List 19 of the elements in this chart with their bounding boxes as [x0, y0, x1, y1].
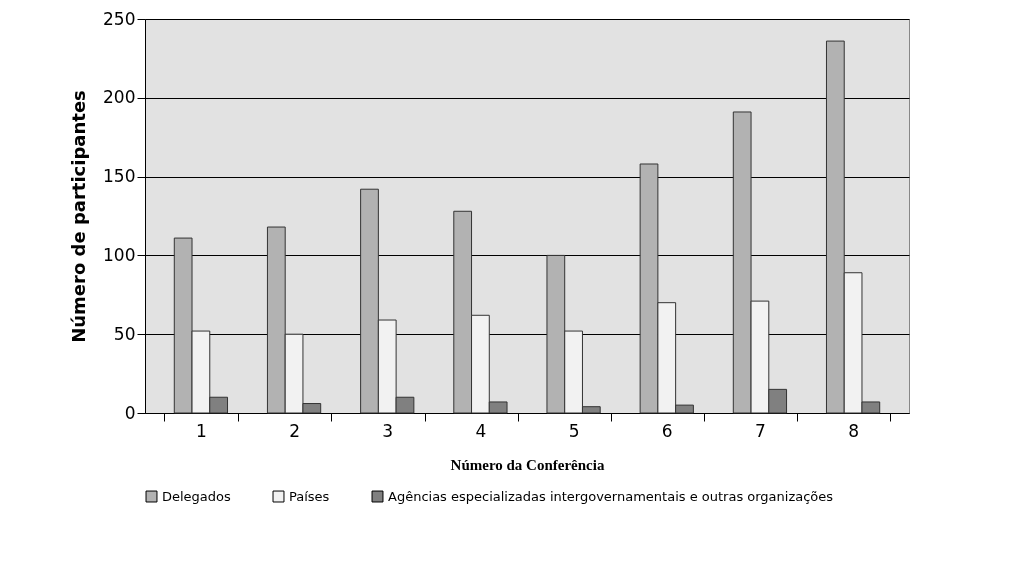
x-tick-label: 8 [848, 420, 860, 441]
legend-label: Agências especializadas intergovernamentais e outras organizações [388, 488, 834, 504]
x-tick-label: 5 [568, 420, 580, 441]
x-tick-label: 3 [382, 420, 394, 441]
y-axis-title: Número de participantes [68, 90, 90, 343]
x-axis-title: Número da Conferência [450, 456, 605, 473]
y-tick-label: 150 [103, 166, 136, 187]
x-tick-label: 6 [661, 420, 673, 441]
y-tick-label: 100 [103, 244, 136, 265]
y-tick-label: 0 [124, 402, 136, 423]
x-tick-label: 4 [475, 420, 487, 441]
x-tick-label: 1 [195, 420, 207, 441]
y-tick-label: 200 [103, 87, 136, 108]
y-tick-label: 250 [103, 8, 136, 29]
legend-label: Delegados [162, 488, 232, 504]
x-tick-label: 7 [755, 420, 766, 441]
legend-label: Países [289, 488, 330, 504]
y-tick-label: 50 [113, 323, 136, 344]
x-tick-label: 2 [289, 420, 300, 441]
